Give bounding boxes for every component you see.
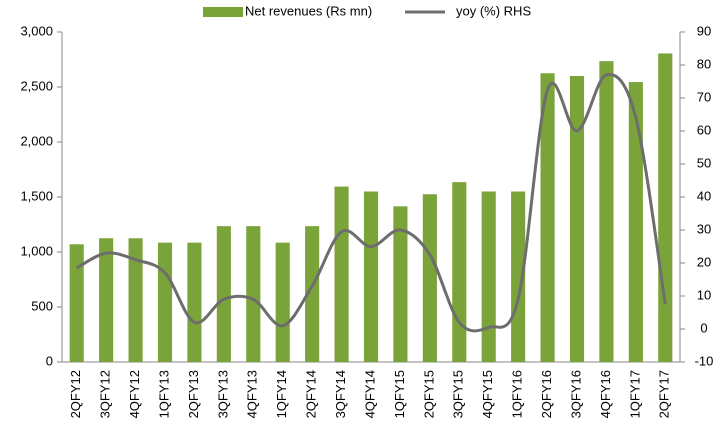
- y2-tick-label: 30: [697, 221, 711, 236]
- y-tick-label: 2,000: [20, 133, 53, 148]
- bar: [275, 242, 290, 362]
- x-tick-label: 1QFY13: [156, 370, 171, 418]
- x-tick-label: 4QFY12: [127, 370, 142, 418]
- y2-tick-label: 80: [697, 56, 711, 71]
- bar: [99, 238, 114, 362]
- bar: [422, 194, 437, 362]
- bar: [658, 53, 673, 362]
- x-tick-label: 2QFY12: [68, 370, 83, 418]
- x-tick-label: 3QFY12: [98, 370, 113, 418]
- x-tick-label: 3QFY13: [215, 370, 230, 418]
- x-tick-label: 3QFY16: [568, 370, 583, 418]
- y-tick-label: 500: [31, 298, 53, 313]
- x-tick-label: 1QFY15: [392, 370, 407, 418]
- x-tick-label: 4QFY13: [245, 370, 260, 418]
- bar: [157, 242, 173, 362]
- x-tick-label: 1QFY16: [510, 370, 525, 418]
- y-tick-label: 0: [46, 353, 53, 368]
- y-tick-label: 1,000: [20, 243, 53, 258]
- bar: [540, 73, 555, 362]
- bar: [128, 238, 143, 362]
- y-tick-label: 3,000: [20, 23, 53, 38]
- x-tick-label: 3QFY14: [333, 370, 348, 418]
- y2-tick-label: -10: [695, 353, 714, 368]
- y-tick-label: 2,500: [20, 78, 53, 93]
- bar: [334, 186, 349, 362]
- x-tick-label: 2QFY16: [539, 370, 554, 418]
- x-tick-label: 2QFY14: [304, 370, 319, 418]
- legend-swatch: [203, 7, 243, 17]
- bar: [246, 226, 261, 362]
- x-tick-label: 4QFY14: [362, 370, 377, 418]
- x-tick-label: 3QFY15: [451, 370, 466, 418]
- x-tick-label: 2QFY13: [186, 370, 201, 418]
- y2-tick-label: 90: [697, 23, 711, 38]
- x-tick-label: 1QFY17: [627, 370, 642, 418]
- bar: [628, 82, 643, 363]
- y2-tick-label: 70: [697, 89, 711, 104]
- bar: [305, 226, 320, 362]
- x-tick-label: 1QFY14: [274, 370, 289, 418]
- y2-tick-label: 50: [697, 155, 711, 170]
- x-tick-label: 4QFY16: [598, 370, 613, 418]
- bar: [452, 182, 467, 362]
- bar: [216, 226, 231, 362]
- bar: [481, 191, 496, 362]
- y2-tick-label: 0: [700, 320, 707, 335]
- bar: [511, 191, 526, 362]
- bar: [393, 206, 408, 362]
- y2-tick-label: 20: [697, 254, 711, 269]
- x-tick-label: 2QFY15: [421, 370, 436, 418]
- bar: [363, 191, 379, 362]
- y2-tick-label: 10: [697, 287, 711, 302]
- bar: [69, 244, 84, 362]
- y2-tick-label: 60: [697, 122, 711, 137]
- line: [75, 73, 667, 333]
- bar: [187, 242, 202, 362]
- bar: [569, 76, 585, 362]
- legend-label: yoy (%) RHS: [456, 3, 531, 18]
- legend-label: Net revenues (Rs mn): [245, 3, 372, 18]
- bar: [599, 61, 614, 363]
- x-tick-label: 4QFY15: [480, 370, 495, 418]
- y2-tick-label: 40: [697, 188, 711, 203]
- x-tick-label: 2QFY17: [657, 370, 672, 418]
- y-tick-label: 1,500: [20, 188, 53, 203]
